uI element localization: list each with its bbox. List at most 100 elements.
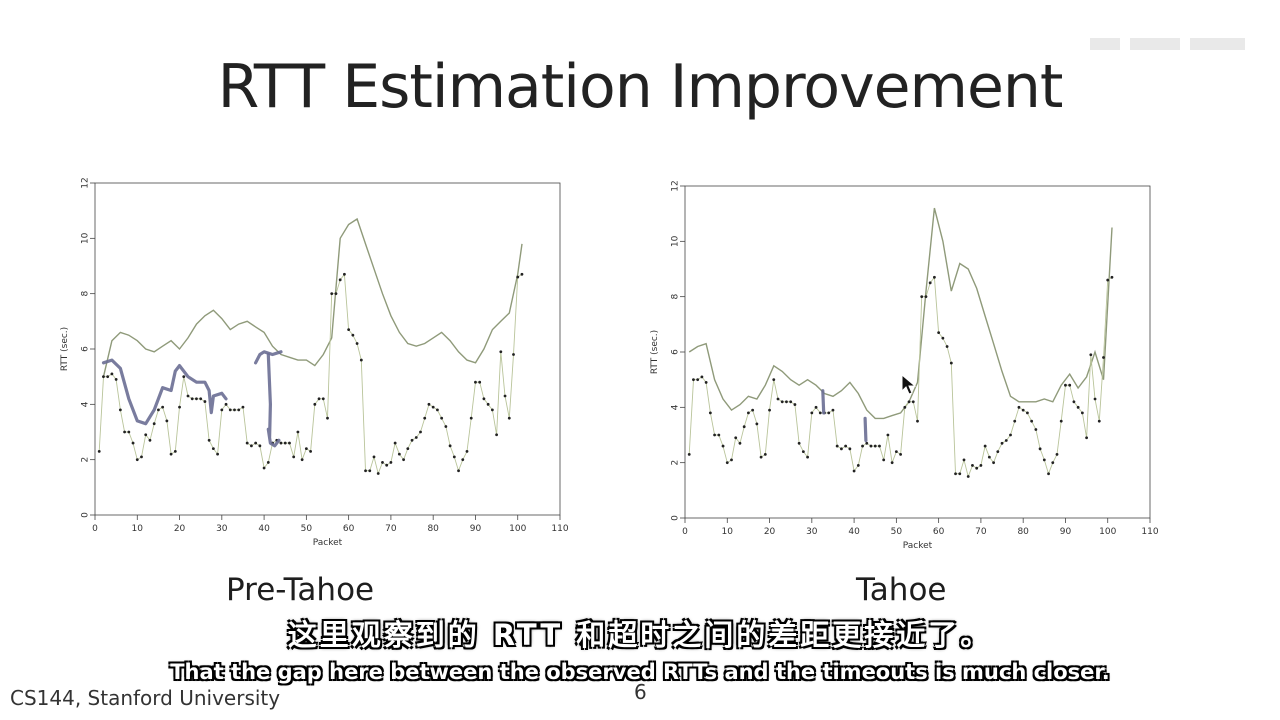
rtt-point	[907, 400, 911, 404]
rtt-point	[734, 436, 738, 440]
y-tick-label: 2	[671, 460, 681, 466]
rtt-point	[410, 438, 414, 442]
rtt-point	[173, 449, 177, 453]
rtt-point	[118, 408, 122, 412]
rtt-point	[114, 378, 118, 381]
rtt-point	[461, 458, 465, 462]
rtt-point	[1080, 411, 1084, 415]
rtt-point	[347, 328, 351, 332]
rtt-point	[730, 458, 733, 462]
rtt-point	[351, 333, 355, 337]
rtt-point	[1068, 383, 1072, 387]
rtt-point	[687, 452, 691, 456]
rtt-point	[296, 430, 300, 434]
rtt-point	[148, 438, 152, 442]
rtt-point	[279, 441, 283, 445]
rtt-point	[979, 464, 983, 467]
rtt-point	[759, 455, 763, 459]
rtt-point	[110, 372, 114, 376]
rtt-point	[768, 408, 771, 412]
rtt-point	[776, 397, 780, 401]
rtt-point	[1017, 405, 1021, 409]
rtt-point	[97, 449, 101, 453]
rtt-point	[721, 444, 725, 448]
watermark-logo	[1090, 38, 1245, 50]
rtt-point	[873, 444, 877, 448]
x-tick-label: 70	[975, 527, 987, 537]
rtt-point	[512, 353, 515, 356]
rtt-point	[831, 408, 835, 412]
rtt-point	[992, 461, 995, 465]
rtt-point	[958, 472, 962, 476]
pen-annotation	[863, 416, 868, 443]
rtt-point	[250, 444, 253, 448]
rtt-point	[941, 336, 945, 340]
rtt-point	[102, 375, 105, 379]
x-tick-label: 60	[343, 524, 355, 534]
page-number: 6	[634, 680, 647, 704]
x-tick-label: 110	[1141, 527, 1158, 537]
x-tick-label: 30	[216, 524, 228, 534]
rtt-point	[742, 425, 746, 429]
x-tick-label: 20	[764, 527, 776, 537]
rtt-point	[793, 403, 797, 406]
rtt-point	[1047, 472, 1050, 476]
rtt-point	[233, 408, 236, 412]
rtt-point	[152, 422, 156, 426]
rtt-point	[1038, 447, 1042, 451]
rtt-point	[920, 295, 924, 299]
rtt-point	[106, 375, 110, 379]
rtt-point	[852, 469, 856, 473]
rtt-point	[801, 450, 805, 453]
rtt-point	[755, 422, 759, 426]
rtt-point	[903, 405, 907, 409]
rtt-point	[797, 441, 801, 445]
rtt-point	[899, 452, 902, 456]
rtt-point	[996, 450, 1000, 453]
rtt-point	[983, 444, 987, 448]
rtt-point	[372, 455, 376, 459]
rtt-point	[747, 411, 750, 415]
y-tick-label: 8	[81, 291, 91, 297]
timeout-series-line	[688, 207, 1113, 420]
rtt-point	[406, 447, 410, 450]
x-tick-label: 10	[722, 527, 734, 537]
rtt-point	[954, 472, 957, 476]
rtt-point	[987, 455, 991, 459]
timeout-series-line	[102, 217, 523, 377]
rtt-point	[186, 394, 190, 398]
x-axis-label: Packet	[903, 541, 933, 551]
rtt-point	[1034, 428, 1038, 431]
rtt-point	[1085, 436, 1088, 440]
subtitle-english: That the gap here between the observed R…	[170, 660, 1110, 684]
rtt-point	[436, 408, 439, 412]
rtt-point	[300, 458, 304, 462]
rtt-point	[478, 380, 482, 384]
rtt-point	[844, 444, 848, 448]
rtt-point	[389, 461, 393, 464]
rtt-point	[359, 358, 363, 362]
rtt-point	[911, 400, 915, 404]
rtt-point	[738, 441, 742, 445]
y-tick-label: 10	[671, 235, 681, 247]
x-tick-label: 50	[891, 527, 903, 537]
plot-frame	[94, 182, 561, 516]
y-tick-label: 8	[671, 294, 681, 300]
rtt-point	[131, 441, 135, 445]
rtt-point	[503, 394, 507, 398]
rtt-point	[1021, 408, 1025, 412]
rtt-point	[465, 449, 469, 453]
rtt-point	[326, 416, 329, 420]
rtt-point	[317, 397, 321, 401]
x-tick-label: 80	[1017, 527, 1029, 537]
rtt-point	[692, 378, 695, 382]
rtt-point	[423, 416, 427, 420]
x-tick-label: 90	[470, 524, 482, 534]
y-tick-label: 12	[671, 180, 681, 191]
rtt-point	[1026, 411, 1029, 415]
rtt-point	[292, 455, 296, 459]
rtt-point	[414, 436, 418, 439]
x-tick-label: 20	[174, 524, 186, 534]
x-tick-label: 30	[806, 527, 818, 537]
rtt-point	[157, 408, 160, 412]
